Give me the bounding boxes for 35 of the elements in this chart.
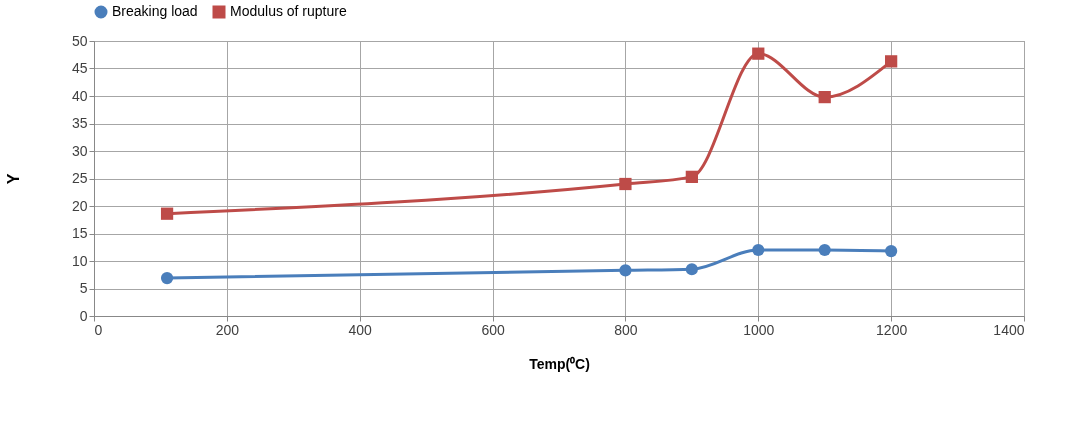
legend-label: Breaking load [112,3,198,19]
point [752,47,765,60]
x-tick-label: 0 [94,321,103,338]
y-tick-label: 30 [71,142,88,159]
point [619,177,632,191]
y-tick-label: 15 [71,225,88,241]
x-tick-label: 600 [481,321,505,338]
x-tick-label: 400 [348,321,373,338]
point [160,207,174,220]
point [160,271,174,285]
y-tick-label: 35 [71,115,88,131]
y-tick-label: 45 [71,60,88,76]
y-tick-label: 40 [71,87,88,104]
x-tick-label: 1400 [993,321,1025,338]
point [818,90,831,104]
legend-label: Modulus of rupture [230,3,347,19]
point [685,170,698,183]
y-tick-label: 5 [79,280,88,296]
x-axis-title: Temp(⁰C) [529,355,590,372]
point [685,263,698,276]
point [752,243,765,257]
x-tick-label: 800 [614,321,638,338]
y-axis-title: Y [4,173,22,185]
x-tick-label: 1200 [876,321,908,338]
y-tick-label: 20 [71,197,88,214]
point [885,55,898,68]
x-tick-label: 1000 [743,321,775,338]
point [619,264,632,277]
point [885,244,898,258]
y-tick-label: 10 [71,252,88,269]
x-tick-label: 200 [215,321,240,338]
point [818,243,831,257]
y-tick-label: 0 [79,307,88,324]
y-tick-label: 50 [71,32,88,49]
y-tick-label: 25 [71,170,88,186]
